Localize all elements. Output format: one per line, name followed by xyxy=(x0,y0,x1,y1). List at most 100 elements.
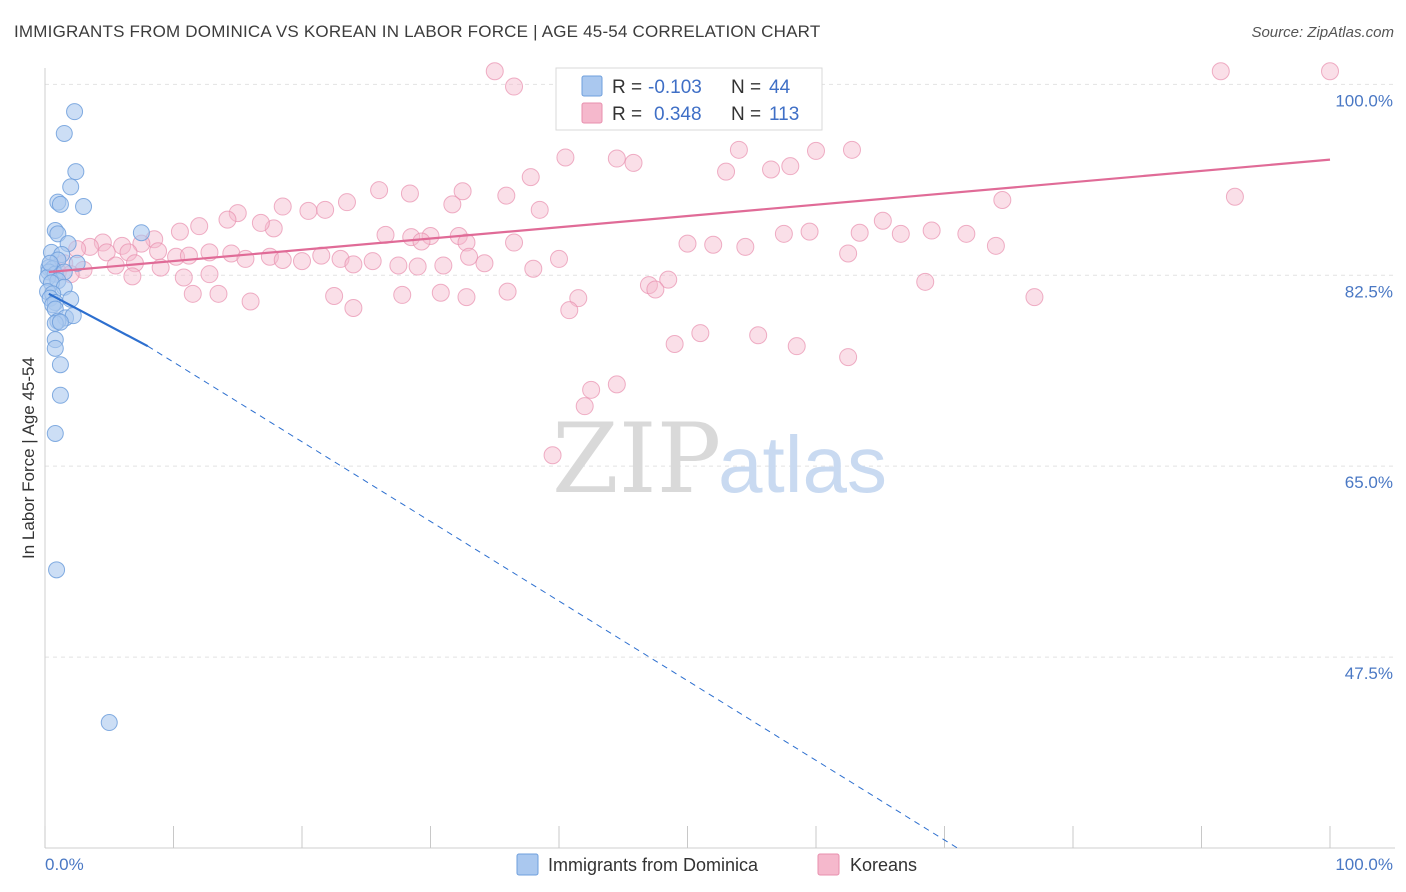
dominica-point xyxy=(100,714,118,732)
koreans-point xyxy=(781,157,800,176)
watermark-zip: ZIP xyxy=(552,403,721,515)
koreans-point xyxy=(569,289,588,308)
koreans-point xyxy=(729,140,748,159)
koreans-point xyxy=(774,224,793,243)
koreans-trend-line xyxy=(48,158,1331,274)
koreans-point xyxy=(299,201,318,220)
koreans-point xyxy=(97,243,116,262)
koreans-point xyxy=(842,140,861,159)
stat-n-label-2: N = xyxy=(731,104,761,125)
stat-n-label-1: N = xyxy=(731,77,761,98)
koreans-point xyxy=(807,141,825,160)
dominica-point xyxy=(68,254,86,272)
koreans-point xyxy=(524,259,543,278)
koreans-point xyxy=(183,284,202,303)
koreans-point xyxy=(431,283,450,302)
koreans-point xyxy=(891,224,910,243)
y-tick-label-2: 65.0% xyxy=(1345,473,1393,492)
koreans-point xyxy=(691,324,710,343)
stat-n-value-1: 44 xyxy=(769,77,791,98)
stat-r-label-1: R = xyxy=(612,77,642,98)
koreans-point xyxy=(704,235,723,254)
legend: Immigrants from Dominica Koreans xyxy=(516,853,917,876)
koreans-point xyxy=(498,282,517,301)
stat-r-label-2: R = xyxy=(612,104,642,125)
dominica-point xyxy=(51,313,69,331)
y-axis-label: In Labor Force | Age 45-54 xyxy=(19,357,38,559)
koreans-point xyxy=(123,267,142,286)
dominica-point xyxy=(41,254,59,272)
dominica-point xyxy=(51,356,69,374)
y-tick-label-0: 100.0% xyxy=(1335,91,1393,110)
koreans-point xyxy=(370,181,389,200)
koreans-point xyxy=(400,184,419,203)
koreans-point xyxy=(457,288,476,307)
koreans-point xyxy=(149,242,168,261)
koreans-point xyxy=(273,251,292,269)
koreans-point xyxy=(922,221,941,240)
koreans-point xyxy=(174,268,193,287)
koreans-point xyxy=(412,232,431,251)
koreans-point xyxy=(839,244,858,263)
koreans-point xyxy=(443,195,462,214)
koreans-point xyxy=(659,270,678,289)
koreans-point xyxy=(325,287,344,305)
legend-swatch-dominica xyxy=(516,853,539,876)
koreans-point xyxy=(530,200,549,219)
koreans-point xyxy=(550,249,568,268)
koreans-point xyxy=(344,299,363,317)
koreans-point xyxy=(521,168,540,187)
koreans-point xyxy=(624,153,643,172)
dominica-point xyxy=(132,224,150,242)
axes xyxy=(44,68,1395,849)
koreans-point xyxy=(839,348,858,367)
stats-box: R = -0.103 N = 44 R = 0.348 N = 113 xyxy=(555,67,823,131)
dominica-point xyxy=(62,178,80,196)
koreans-point xyxy=(316,200,335,219)
koreans-point xyxy=(1321,62,1339,81)
koreans-point xyxy=(1211,62,1230,81)
dominica-point xyxy=(49,225,67,243)
koreans-point xyxy=(475,254,494,273)
dominica-point xyxy=(75,198,93,216)
dominica-trend-line xyxy=(48,292,149,348)
koreans-point xyxy=(1025,288,1044,307)
x-tick-label-1: 100.0% xyxy=(1335,855,1393,874)
koreans-point xyxy=(993,191,1012,209)
dominica-point xyxy=(46,339,64,357)
stat-r-value-2: 0.348 xyxy=(654,104,702,125)
y-tick-labels: 100.0% 82.5% 65.0% 47.5% xyxy=(1335,91,1393,683)
koreans-point xyxy=(505,233,524,252)
koreans-point xyxy=(1225,187,1244,206)
koreans-point xyxy=(497,186,516,205)
x-tick-label-0: 0.0% xyxy=(45,855,84,874)
koreans-point xyxy=(543,446,562,465)
dominica-point xyxy=(67,163,85,181)
stat-r-value-1: -0.103 xyxy=(648,77,702,98)
koreans-point xyxy=(850,223,869,242)
koreans-point xyxy=(170,222,189,241)
x-tick-labels: 0.0% 100.0% xyxy=(45,855,1393,874)
dominica-point xyxy=(46,424,64,442)
koreans-point xyxy=(179,246,198,265)
stats-swatch-pink xyxy=(581,102,603,124)
legend-label-dominica: Immigrants from Dominica xyxy=(548,855,759,875)
koreans-point xyxy=(190,217,209,236)
stat-n-value-2: 113 xyxy=(769,104,799,125)
y-tick-label-1: 82.5% xyxy=(1345,282,1393,301)
koreans-point xyxy=(200,265,219,284)
koreans-point xyxy=(607,375,626,394)
koreans-point xyxy=(344,255,363,274)
koreans-point xyxy=(119,243,138,262)
koreans-point xyxy=(607,149,626,168)
legend-swatch-koreans xyxy=(817,853,840,876)
koreans-point xyxy=(457,233,476,252)
koreans-point xyxy=(665,335,684,353)
koreans-point xyxy=(460,247,479,266)
koreans-point xyxy=(873,211,892,230)
koreans-point xyxy=(273,197,292,216)
koreans-point xyxy=(560,301,579,320)
koreans-point xyxy=(749,326,768,345)
koreans-point xyxy=(986,236,1005,255)
